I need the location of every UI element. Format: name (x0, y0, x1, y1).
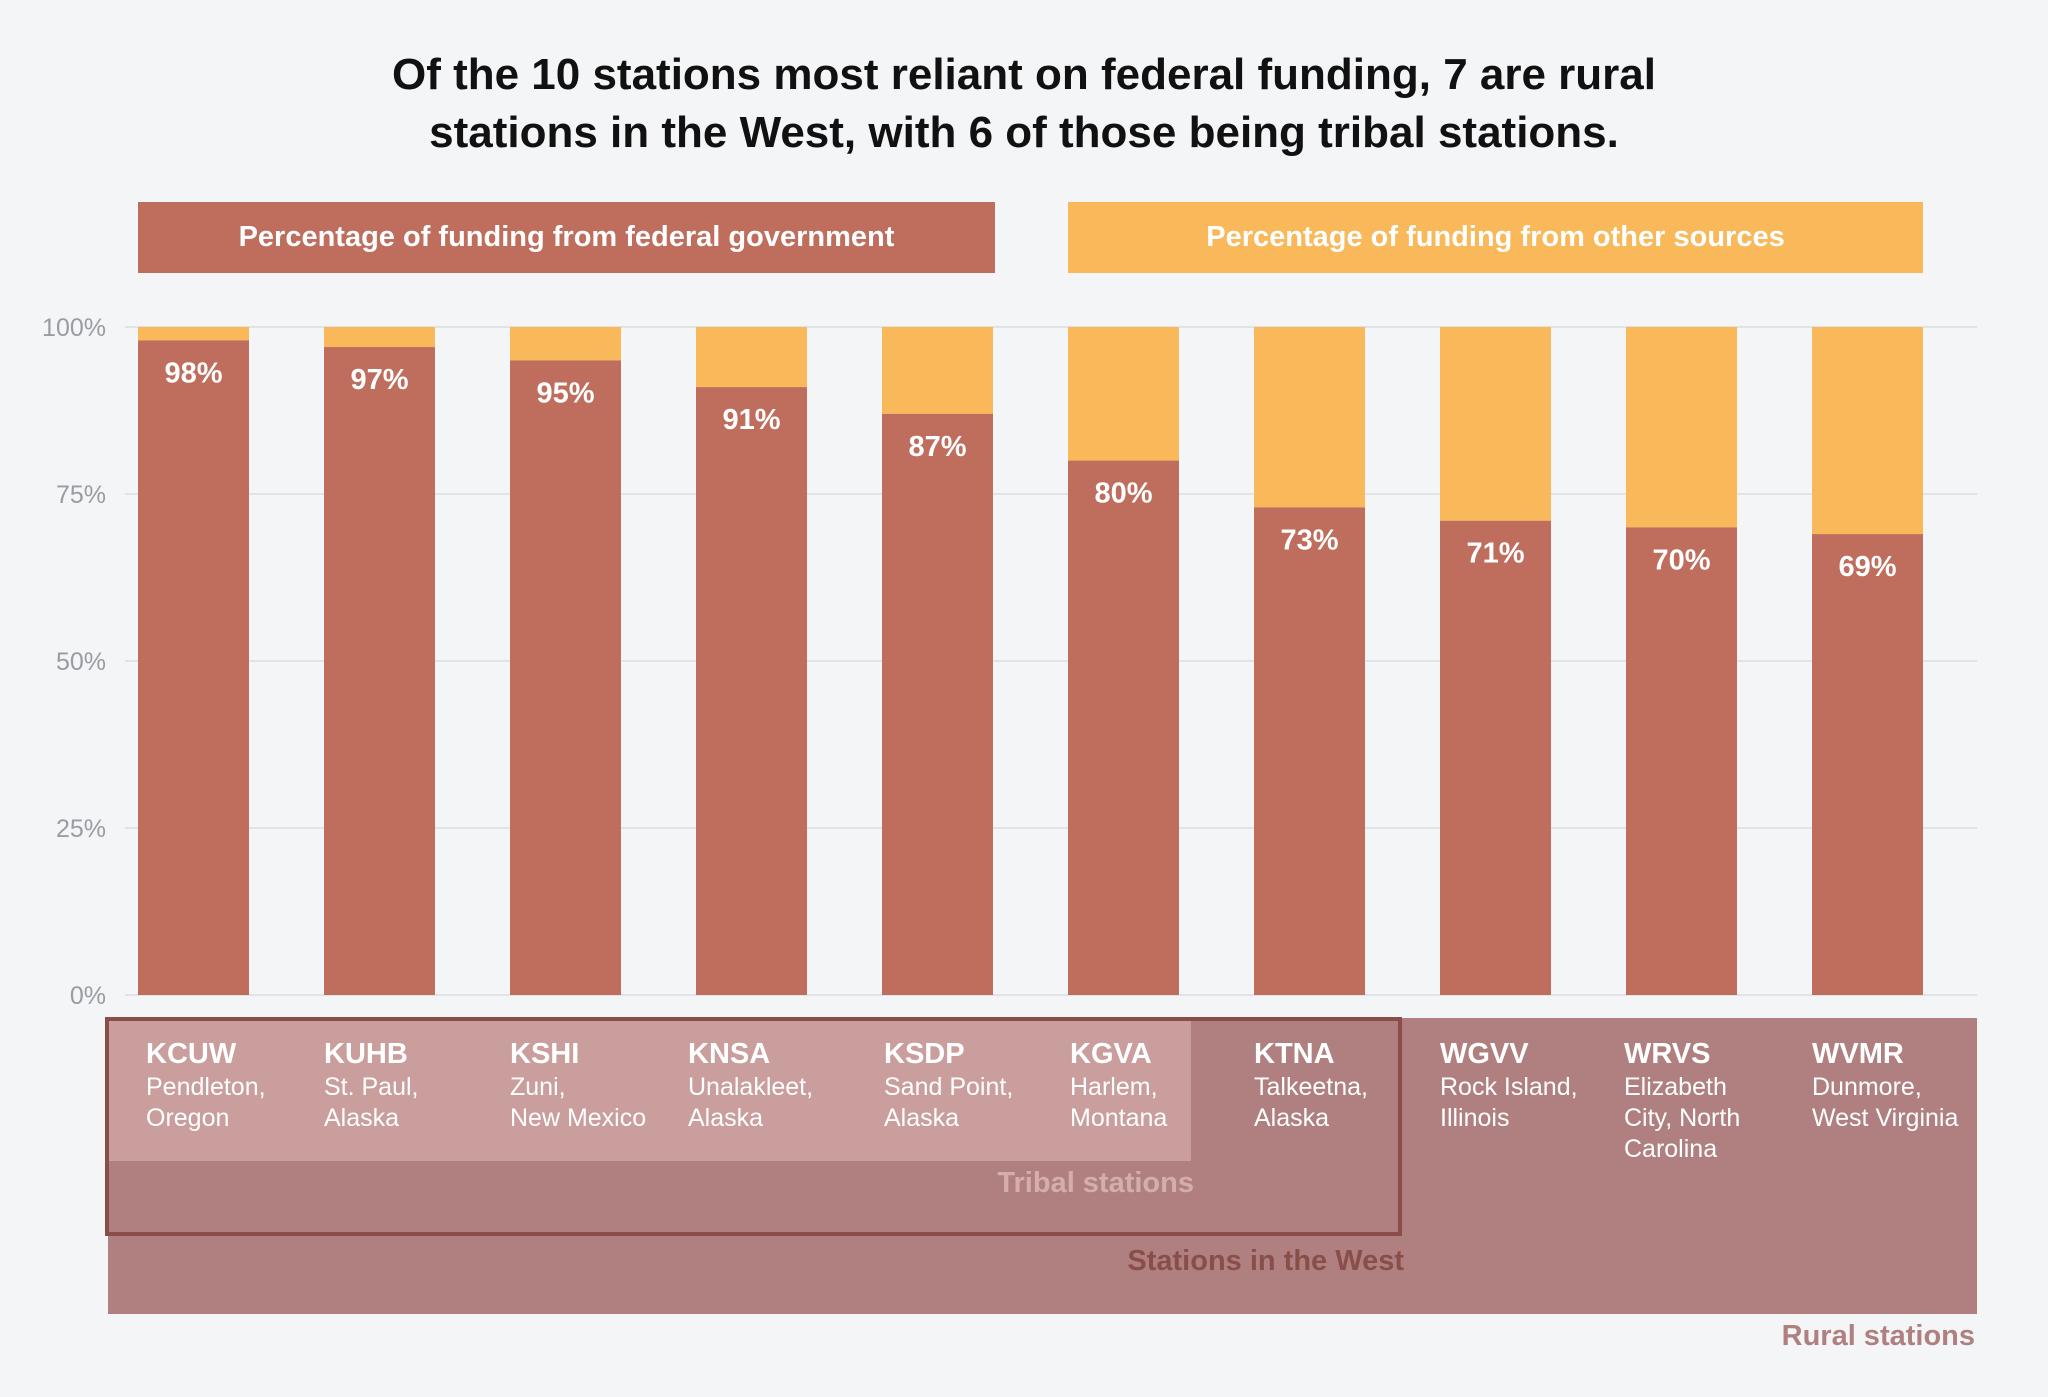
bar-data-label: 98% (164, 357, 222, 389)
bar-federal-segment (696, 387, 807, 995)
region-tribal-stations (108, 1020, 1191, 1161)
bar-federal-segment (1626, 527, 1737, 995)
station-label: KCUW Pendleton, Oregon (146, 1036, 266, 1134)
station-place: Rock Island, Illinois (1440, 1073, 1578, 1132)
station-place: Zuni, New Mexico (510, 1073, 647, 1132)
station-place: Unalakleet, Alaska (688, 1073, 814, 1132)
bar-federal-segment (1254, 507, 1365, 995)
chart-plot: 0% 25% 50% 75% 100% 98% 97% 95% 91% 87% 80% 73% 71% 7… (42, 314, 1977, 1010)
chart-title: Of the 10 stations most reliant on feder… (0, 46, 2048, 162)
station-place: St. Paul, Alaska (324, 1073, 419, 1132)
y-tick-label: 100% (42, 314, 106, 342)
bar-data-label: 73% (1280, 524, 1338, 556)
bar-federal-segment (882, 413, 993, 996)
station-place: Talkeetna, Alaska (1254, 1073, 1368, 1132)
station-code: WGVV (1440, 1038, 1529, 1070)
bar-data-label: 71% (1466, 538, 1524, 570)
bar-other-segment (324, 327, 435, 348)
title-line-2: stations in the West, with 6 of those be… (429, 108, 1619, 157)
bar-data-label: 80% (1094, 478, 1152, 510)
bar-other-segment (696, 327, 807, 388)
bar-other-segment (1440, 327, 1551, 521)
bar-federal-segment (1068, 460, 1179, 996)
title-line-1: Of the 10 stations most reliant on feder… (391, 50, 1657, 99)
station-label: KGVA Harlem, Montana (1070, 1036, 1167, 1134)
station-label: WGVV Rock Island, Illinois (1440, 1036, 1578, 1134)
station-label: KTNA Talkeetna, Alaska (1254, 1036, 1368, 1134)
bar-data-label: 87% (908, 431, 966, 463)
bar-data-label: 97% (350, 364, 408, 396)
bar-data-label: 70% (1652, 544, 1710, 576)
station-label: WRVS Elizabeth City, North Carolina (1624, 1036, 1740, 1165)
station-code: KNSA (688, 1038, 771, 1070)
station-label: KNSA Unalakleet, Alaska (688, 1036, 813, 1134)
region-stations-in-west (105, 1017, 1402, 1236)
station-code: KSDP (884, 1038, 965, 1070)
station-place: Dunmore, West Virginia (1812, 1073, 1959, 1132)
station-code: KGVA (1070, 1038, 1152, 1070)
station-place: Sand Point, Alaska (884, 1073, 1014, 1132)
bar-data-label: 95% (536, 377, 594, 409)
y-tick-label: 75% (56, 481, 106, 509)
bar-data-label: 69% (1838, 551, 1896, 583)
bar-other-segment (882, 327, 993, 414)
station-code: KSHI (510, 1038, 580, 1070)
legend-other: Percentage of funding from other sources (1068, 202, 1923, 273)
bar-other-segment (1626, 327, 1737, 528)
bar-other-segment (510, 327, 621, 361)
station-code: WRVS (1624, 1038, 1711, 1070)
bar-other-segment (1812, 327, 1923, 535)
station-place: Elizabeth City, North Carolina (1624, 1073, 1741, 1163)
station-label: KSDP Sand Point, Alaska (884, 1036, 1013, 1134)
station-code: WVMR (1812, 1038, 1904, 1070)
bar-other-segment (138, 327, 249, 341)
station-code: KCUW (146, 1038, 237, 1070)
label-tribal-stations: Tribal stations (997, 1167, 1194, 1199)
station-code: KUHB (324, 1038, 408, 1070)
y-tick-label: 50% (56, 648, 106, 676)
bar-federal-segment (138, 340, 249, 995)
legend-federal: Percentage of funding from federal gover… (138, 202, 995, 273)
station-label: KSHI Zuni, New Mexico (510, 1036, 646, 1134)
bar-data-label: 91% (722, 404, 780, 436)
bar-federal-segment (1440, 520, 1551, 995)
station-label: KUHB St. Paul, Alaska (324, 1036, 419, 1134)
bar-federal-segment (1812, 534, 1923, 995)
bar-federal-segment (324, 347, 435, 995)
y-tick-label: 25% (56, 815, 106, 843)
bar-federal-segment (510, 360, 621, 995)
label-rural-stations: Rural stations (1781, 1320, 1975, 1352)
station-place: Pendleton, Oregon (146, 1073, 266, 1132)
bar-other-segment (1254, 327, 1365, 508)
station-label: WVMR Dunmore, West Virginia (1812, 1036, 1958, 1134)
station-code: KTNA (1254, 1038, 1335, 1070)
bar-other-segment (1068, 327, 1179, 461)
label-stations-in-west: Stations in the West (1127, 1245, 1404, 1277)
y-tick-label: 0% (70, 982, 106, 1010)
station-place: Harlem, Montana (1070, 1073, 1168, 1132)
